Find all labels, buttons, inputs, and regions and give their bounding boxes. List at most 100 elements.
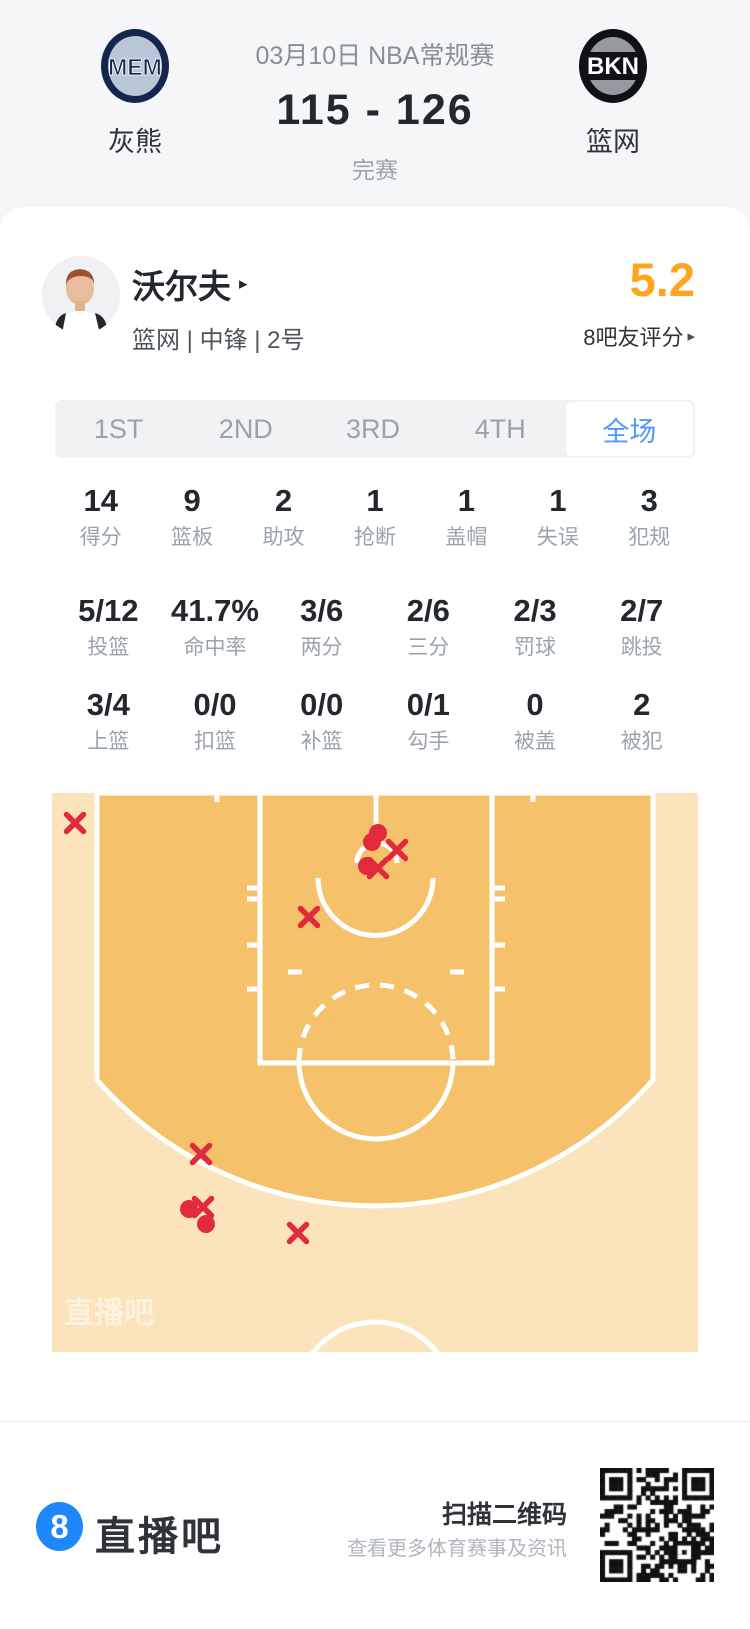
stat-item: 1 抢断 [329,484,420,551]
tab-全场[interactable]: 全场 [565,402,694,456]
stat-label: 补篮 [300,730,343,753]
match-center: 03月10日 NBA常规赛 115 - 126 完赛 [175,36,575,185]
stat-item: 5/12 投篮 [55,594,162,661]
made-shot-icon [358,857,376,875]
stat-label: 犯规 [628,526,671,549]
stat-item: 2 被犯 [588,688,695,755]
made-shot-icon [197,1215,215,1233]
stat-label: 投篮 [87,636,130,659]
stat-item: 1 盖帽 [421,484,512,551]
stat-label: 跳投 [620,636,663,659]
zhibo8-logo-icon: 8 [36,1502,83,1551]
paint-arc [315,877,436,938]
stat-label: 失误 [536,526,579,549]
stat-value: 0 [526,687,544,722]
stat-label: 勾手 [407,730,450,753]
baseline-marks [214,793,536,802]
stat-label: 篮板 [171,526,214,549]
player-rating: 5.2 [629,253,695,306]
ft-circle-solid [296,1061,456,1142]
stat-value: 3/6 [300,593,344,628]
team-home-name: 灰熊 [108,127,162,157]
team-home: MEM 灰熊 [55,27,215,159]
stat-value: 3 [640,483,658,518]
player-avatar [42,256,120,334]
missed-shot-icon [385,838,409,862]
stat-label: 抢断 [353,526,396,549]
tab-4TH[interactable]: 4TH [474,413,526,444]
shot-markers [63,811,409,1245]
stat-value: 1 [366,483,384,518]
qr-subtitle: 查看更多体育赛事及资讯 [347,1538,567,1560]
stat-label: 被犯 [620,730,663,753]
lane-lines [257,793,495,1066]
tab-1ST[interactable]: 1ST [93,413,144,444]
stat-label: 罚球 [514,636,557,659]
stat-item: 3/6 两分 [268,594,375,661]
tab-3RD[interactable]: 3RD [346,413,401,444]
stat-item: 14 得分 [55,484,146,551]
stat-value: 2/6 [406,593,450,628]
three-point-line [94,790,656,1209]
ft-circle-dashed [296,982,456,1063]
stat-item: 2/7 跳投 [588,594,695,661]
chevron-right-icon: ▸ [239,274,248,293]
team-away-name: 篮网 [586,127,640,157]
stat-value: 2 [274,483,293,518]
rating-link[interactable]: 8吧友评分 ▸ [583,320,695,352]
stat-item: 0/0 补篮 [268,688,375,755]
stat-label: 扣篮 [194,730,236,753]
stat-value: 9 [183,483,201,518]
stat-label: 被盖 [514,730,557,753]
stat-label: 助攻 [262,526,305,549]
stat-item: 3 犯规 [604,484,695,551]
qr-title: 扫描二维码 [441,1501,567,1529]
player-meta: 篮网 | 中锋 | 2号 [132,327,305,354]
stat-value: 0/1 [406,687,450,722]
missed-shot-icon [63,811,87,835]
stat-value: 1 [549,483,567,518]
match-score: 115 - 126 [276,86,474,134]
missed-shot-icon [191,1195,215,1219]
stat-item: 2 助攻 [238,484,329,551]
shot-chart: 直播吧 [52,790,698,1481]
stat-item: 3/4 上篮 [55,688,162,755]
grizzlies-logo-icon: MEM [99,27,171,105]
stat-item: 9 篮板 [146,484,237,551]
made-shot-icon [363,833,381,851]
stat-label: 得分 [79,526,122,549]
match-date: 03月10日 NBA常规赛 [255,42,495,70]
svg-text:BKN: BKN [587,53,639,80]
team-away: BKN 篮网 [533,27,693,159]
made-shot-icon [180,1200,198,1218]
stat-item: 2/6 三分 [375,594,482,661]
player-name-row[interactable]: 沃尔夫 ▸ [132,264,248,305]
stat-value: 14 [83,483,118,518]
stat-item: 1 失误 [512,484,603,551]
stat-value: 2 [633,687,651,722]
footer-divider [0,1421,750,1422]
stat-item: 0/0 扣篮 [162,688,269,755]
stat-value: 0/0 [300,687,344,722]
qr-code [600,1468,714,1582]
rating-label: 8吧友评分 [583,325,684,350]
stat-value: 0/0 [193,687,237,722]
stat-value: 41.7% [171,593,259,628]
stat-value: 2/3 [513,593,557,628]
match-status: 完赛 [352,157,398,183]
stat-item: 0/1 勾手 [375,688,482,755]
missed-shot-icon [189,1142,213,1166]
tab-2ND[interactable]: 2ND [218,413,273,444]
chevron-right-icon: ▸ [687,328,695,345]
quarter-tabs: 1ST 2ND 3RD 4TH 全场 [55,400,695,458]
nets-logo-icon: BKN [577,27,649,105]
stat-value: 2/7 [620,593,664,628]
stat-label: 三分 [407,636,450,659]
watermark: 直播吧 [64,1297,154,1330]
stats-row-main: 14 得分 9 篮板 2 助攻 1 抢断 1 盖帽 1 失误 3 犯规 [55,484,695,551]
lane-ticks [247,885,505,992]
stat-label: 盖帽 [445,526,488,549]
stat-value: 1 [457,483,476,518]
stats-row-detail: 3/4 上篮 0/0 扣篮 0/0 补篮 0/1 勾手 0 被盖 2 被犯 [55,688,695,755]
